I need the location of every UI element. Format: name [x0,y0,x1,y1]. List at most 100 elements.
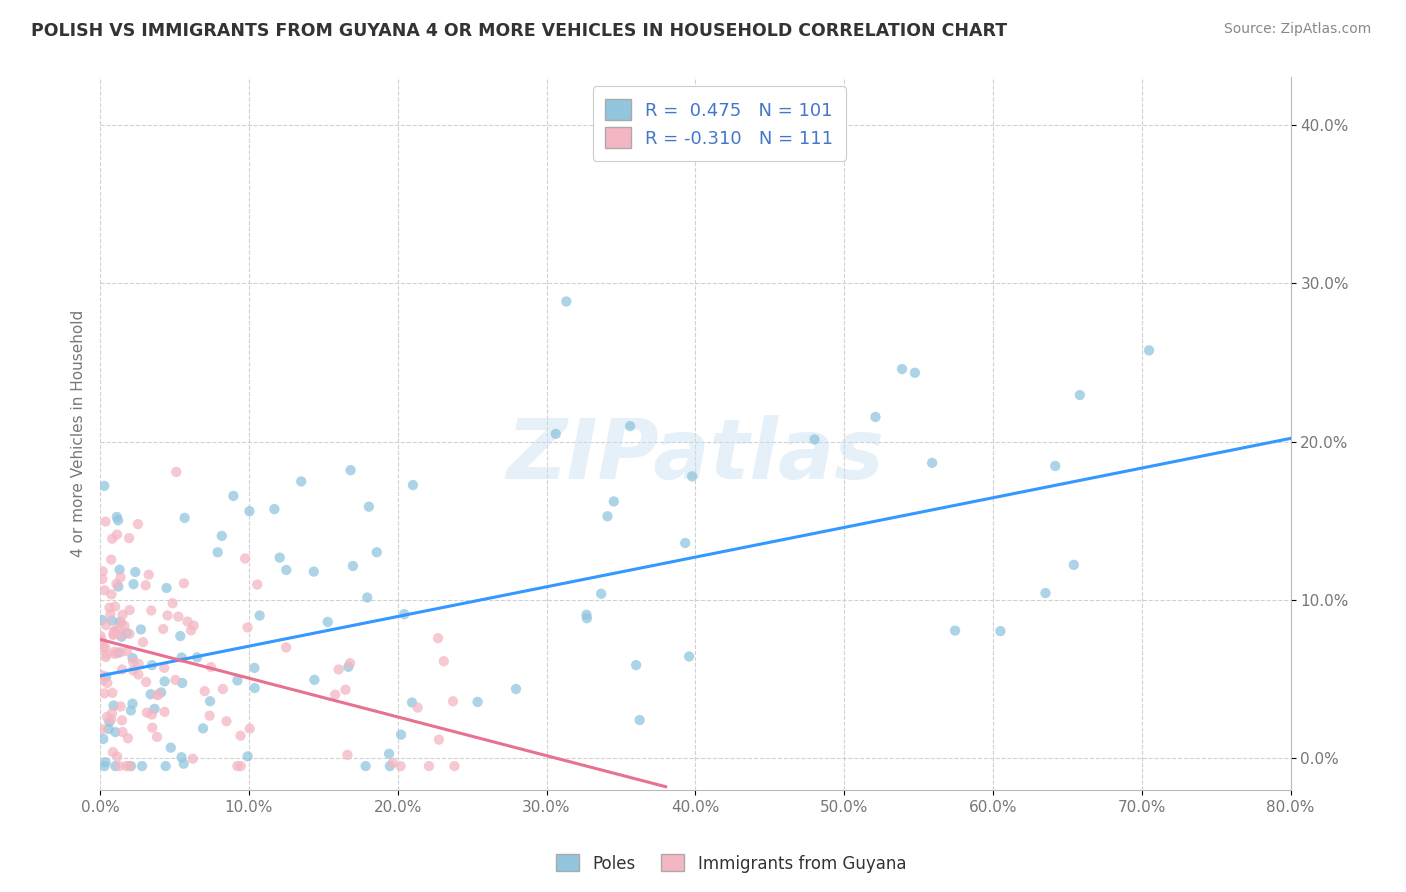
Point [402,478,425,492]
Point [200,660,222,674]
Point [93,640,115,655]
Point [628,713,651,727]
Point [118,603,141,617]
Point [143,702,166,716]
Point [211,529,233,543]
Point [111,725,134,739]
Point [153,674,176,689]
Point [103,698,125,713]
Text: POLISH VS IMMIGRANTS FROM GUYANA 4 OR MORE VEHICLES IN HOUSEHOLD CORRELATION CHA: POLISH VS IMMIGRANTS FROM GUYANA 4 OR MO… [31,22,1007,40]
Point [98,607,121,621]
Point [603,494,626,508]
Point [276,563,298,577]
Point [153,661,176,675]
Point [891,362,914,376]
Point [159,740,181,755]
Point [104,624,127,638]
Point [111,714,134,728]
Point [96,676,118,690]
Point [120,759,142,773]
Point [146,688,169,702]
Point [146,688,169,702]
Point [505,681,527,696]
Point [191,722,214,736]
Point [122,655,145,669]
Point [98,600,121,615]
Point [249,608,271,623]
Point [118,759,141,773]
Point [90,629,112,643]
Point [354,759,377,773]
Point [139,687,162,701]
Point [110,570,132,584]
Point [943,624,966,638]
Point [101,745,124,759]
Point [401,696,423,710]
Point [141,603,163,617]
Point [173,756,195,771]
Point [132,635,155,649]
Point [366,545,388,559]
Point [304,673,326,687]
Point [94,670,117,684]
Point [173,576,195,591]
Point [104,599,127,614]
Point [117,731,139,746]
Point [108,615,131,629]
Point [904,366,927,380]
Point [544,426,567,441]
Point [150,685,173,699]
Point [170,650,193,665]
Y-axis label: 4 or more Vehicles in Household: 4 or more Vehicles in Household [72,310,86,558]
Point [381,756,404,770]
Point [146,730,169,744]
Point [198,708,221,723]
Point [243,681,266,695]
Point [152,622,174,636]
Point [93,583,115,598]
Point [673,536,696,550]
Point [336,747,359,762]
Point [121,697,143,711]
Point [356,591,378,605]
Point [100,587,122,601]
Point [619,419,641,434]
Point [90,668,112,682]
Point [427,732,450,747]
Point [1137,343,1160,358]
Point [357,500,380,514]
Point [443,759,465,773]
Point [378,759,401,773]
Point [406,700,429,714]
Point [803,433,825,447]
Point [105,510,128,524]
Point [94,640,117,655]
Point [135,578,157,592]
Point [575,607,598,622]
Point [624,658,647,673]
Point [100,712,122,726]
Text: Source: ZipAtlas.com: Source: ZipAtlas.com [1223,22,1371,37]
Point [104,725,127,739]
Point [678,649,700,664]
Point [105,749,128,764]
Point [104,759,127,773]
Point [110,645,132,659]
Point [990,624,1012,639]
Point [111,607,134,622]
Point [183,618,205,632]
Point [93,479,115,493]
Point [91,572,114,586]
Point [290,475,312,489]
Point [111,663,134,677]
Point [181,752,204,766]
Point [135,675,157,690]
Point [118,531,141,545]
Point [141,658,163,673]
Point [101,706,124,721]
Point [141,721,163,735]
Point [335,682,357,697]
Point [96,710,118,724]
Point [243,661,266,675]
Point [91,731,114,746]
